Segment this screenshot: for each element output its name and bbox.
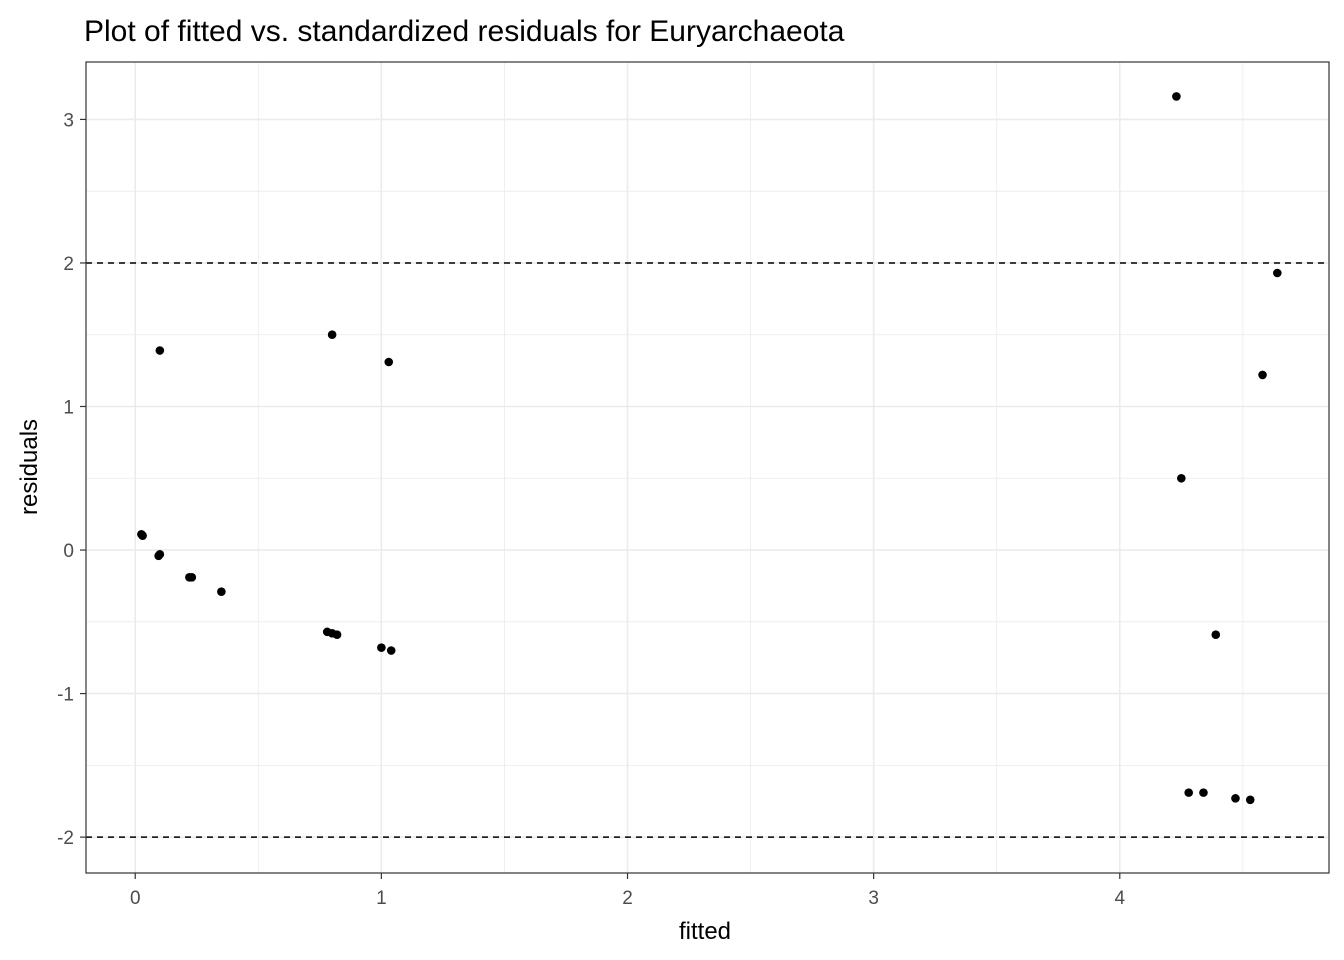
y-tick-label: 3 [63,110,74,131]
data-point [1231,794,1240,803]
data-point [1172,92,1181,101]
data-point [137,529,146,539]
x-tick-label: 1 [376,888,387,909]
x-axis-ticks: 0 1 2 3 4 [130,873,1125,909]
data-point [154,551,163,561]
y-axis-ticks: -2 -1 0 1 2 3 [57,110,86,849]
data-points [137,92,1282,805]
data-point [1177,473,1186,483]
x-tick-label: 3 [868,888,879,909]
chart-title: Plot of fitted vs. standardized residual… [84,15,845,48]
minor-gridlines [86,62,1329,873]
data-point [377,643,386,652]
x-tick-label: 2 [622,888,633,909]
data-point [332,630,342,640]
data-point [185,573,194,582]
data-point [386,646,396,655]
x-tick-label: 0 [130,888,141,909]
major-gridlines [86,62,1329,873]
data-point [1211,630,1221,640]
y-tick-label: -1 [57,685,74,706]
x-axis-title: fitted [679,918,731,945]
data-point [155,346,165,355]
data-point [1245,795,1255,805]
y-tick-label: 1 [63,397,74,418]
y-tick-label: 0 [63,541,74,562]
y-tick-label: 2 [63,254,74,275]
y-axis-title: residuals [16,419,43,515]
data-point [217,587,226,596]
panel-border [85,61,1330,874]
reference-lines [86,262,1329,838]
data-point [327,330,337,340]
data-point [1273,268,1282,278]
x-tick-label: 4 [1114,888,1125,909]
data-point [1199,788,1208,797]
y-tick-label: -2 [57,828,74,849]
data-point [384,357,394,367]
data-point [1184,788,1194,797]
data-point [1258,370,1267,380]
